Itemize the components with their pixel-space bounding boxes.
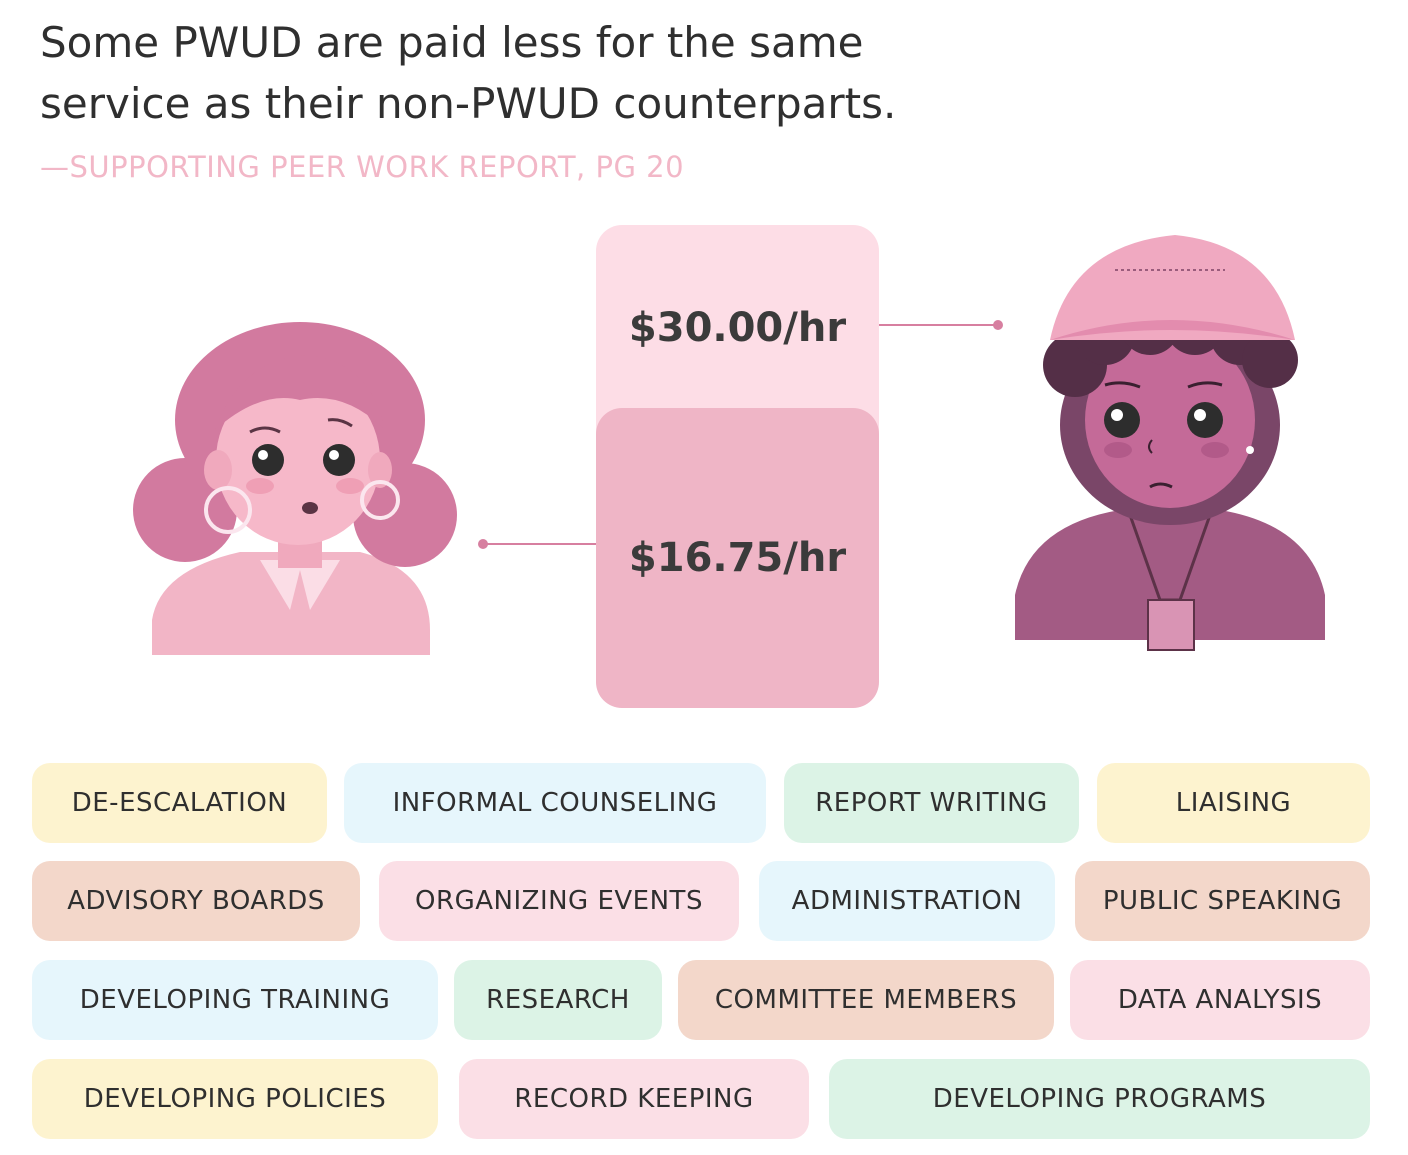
skill-chip: INFORMAL COUNSELING bbox=[344, 763, 766, 843]
headline: Some PWUD are paid less for the same ser… bbox=[40, 18, 897, 128]
skill-chip: ADVISORY BOARDS bbox=[32, 861, 360, 941]
connector-non-pwud bbox=[879, 324, 997, 326]
wage-label-pwud: $16.75/hr bbox=[628, 535, 847, 581]
connector-dot-non-pwud bbox=[993, 320, 1003, 330]
connector-dot-pwud bbox=[478, 539, 488, 549]
skill-chip: REPORT WRITING bbox=[784, 763, 1079, 843]
skill-chip: RECORD KEEPING bbox=[459, 1059, 809, 1139]
connector-pwud bbox=[483, 543, 596, 545]
pwud-person-illustration bbox=[133, 322, 457, 655]
non-pwud-person-illustration bbox=[1015, 235, 1325, 651]
skill-chip: DEVELOPING TRAINING bbox=[32, 960, 438, 1040]
skill-chip: DEVELOPING POLICIES bbox=[32, 1059, 438, 1139]
skill-chip: ORGANIZING EVENTS bbox=[379, 861, 739, 941]
skill-chip: DATA ANALYSIS bbox=[1070, 960, 1370, 1040]
skill-chip: DE-ESCALATION bbox=[32, 763, 327, 843]
skill-chip: COMMITTEE MEMBERS bbox=[678, 960, 1054, 1040]
skill-chip: RESEARCH bbox=[454, 960, 662, 1040]
wage-bar-pwud: $16.75/hr bbox=[596, 408, 879, 708]
skill-chip: PUBLIC SPEAKING bbox=[1075, 861, 1370, 941]
skill-chip: ADMINISTRATION bbox=[759, 861, 1055, 941]
wage-label-non-pwud: $30.00/hr bbox=[628, 305, 847, 351]
skill-chip: DEVELOPING PROGRAMS bbox=[829, 1059, 1370, 1139]
source-citation: —SUPPORTING PEER WORK REPORT, PG 20 bbox=[40, 150, 685, 184]
skill-chip: LIAISING bbox=[1097, 763, 1370, 843]
